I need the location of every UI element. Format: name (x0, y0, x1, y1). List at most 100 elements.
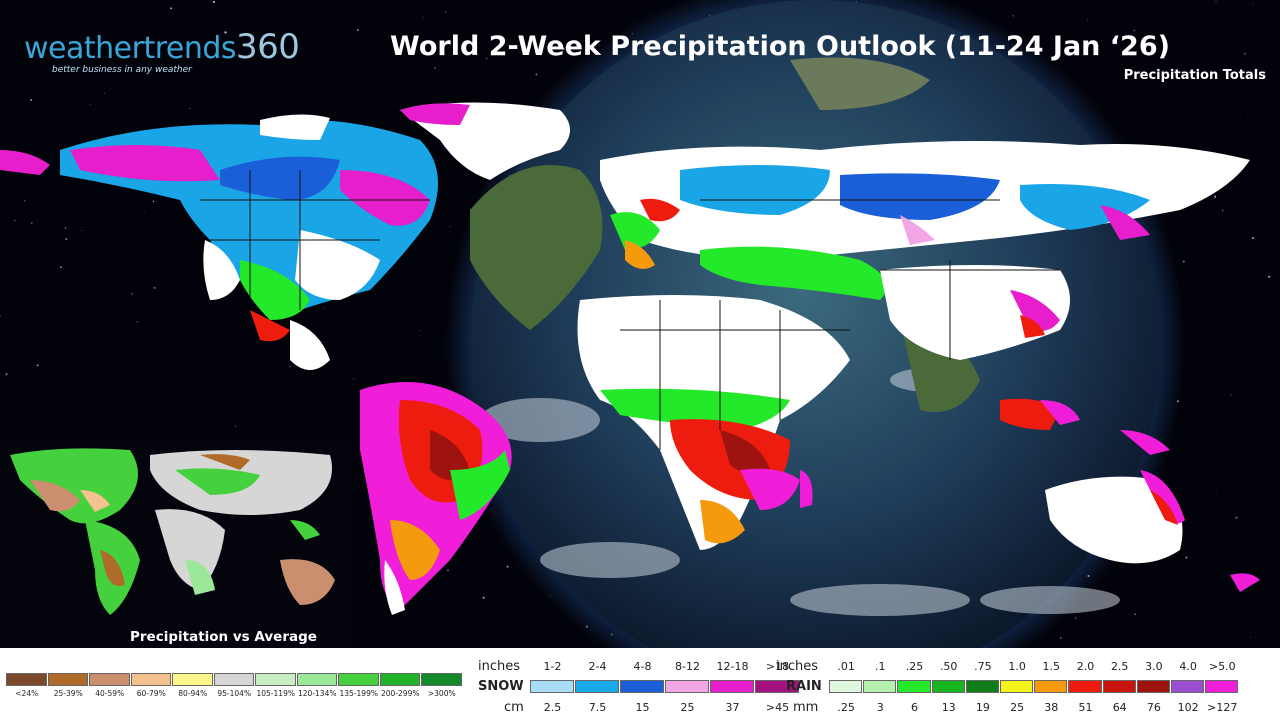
star (224, 31, 227, 34)
star (324, 306, 325, 308)
star (234, 425, 236, 427)
rain-mm-value: 25 (1010, 701, 1025, 714)
snow-cm-value: 37 (725, 701, 740, 714)
anomaly-swatch (6, 673, 47, 686)
star (189, 107, 191, 110)
star (143, 212, 145, 213)
star (1185, 556, 1188, 559)
star (65, 238, 67, 240)
map-title: World 2-Week Precipitation Outlook (11-2… (390, 31, 1170, 62)
anomaly-label: >300% (427, 689, 456, 698)
star (1250, 636, 1252, 638)
star (1134, 613, 1136, 615)
star (131, 292, 134, 295)
rain-swatch (931, 680, 965, 693)
star (255, 341, 257, 343)
star (449, 226, 451, 228)
anomaly-swatch (47, 673, 88, 686)
star (549, 43, 551, 44)
anomaly-swatch (130, 673, 171, 686)
star (447, 569, 449, 572)
legend-panel: <24% 25-39% 40-59% 60-79% 80-94% 95-104% 105-1… (0, 648, 1280, 720)
rain-mm-value: >127 (1207, 701, 1238, 714)
star (1247, 114, 1248, 116)
star (445, 11, 447, 13)
anomaly-label: 25-39% (53, 689, 83, 698)
rain-swatch (1171, 680, 1205, 693)
snow-swatch (755, 680, 799, 693)
rain-swatch (1068, 680, 1102, 693)
africa-precip (577, 295, 850, 550)
rain-inches-value: .75 (974, 660, 992, 673)
snow-cm-label: cm (504, 700, 524, 715)
anomaly-swatch (296, 673, 337, 686)
anomaly-swatch (421, 673, 462, 686)
rain-inches-value: >5.0 (1208, 660, 1236, 673)
star (1230, 394, 1232, 396)
star (562, 47, 565, 51)
rain-inches-value: .1 (875, 660, 886, 673)
star (1087, 19, 1088, 21)
star (422, 17, 424, 19)
snow-cm-value: 2.5 (543, 701, 562, 714)
star (1243, 52, 1246, 55)
rain-mm-value: .25 (837, 701, 855, 714)
snow-swatch (620, 680, 664, 693)
star (153, 286, 156, 290)
star (434, 66, 437, 69)
rain-mm-value: 76 (1146, 701, 1161, 714)
star (482, 596, 485, 599)
snow-inches-value: 2-4 (588, 660, 607, 673)
star (30, 99, 33, 102)
star (1215, 0, 1217, 2)
snow-inches-label: inches (478, 659, 521, 674)
star (1214, 195, 1217, 198)
anomaly-label: 95-104% (217, 689, 252, 698)
star (23, 199, 26, 202)
star (89, 104, 91, 105)
star (376, 646, 378, 648)
star (317, 312, 318, 314)
star (419, 330, 420, 332)
anomaly-swatch (213, 673, 254, 686)
star (81, 229, 83, 232)
star (136, 321, 138, 323)
map-stage: weathertrends360 better business in any … (0, 0, 1271, 648)
star (170, 7, 173, 10)
anomaly-swatch (379, 673, 420, 686)
star (1182, 260, 1185, 263)
rain-mm-value: 64 (1112, 701, 1127, 714)
anomaly-label: 80-94% (178, 689, 208, 698)
star (1227, 333, 1229, 334)
brand-logo: weathertrends360 better business in any … (24, 30, 300, 75)
rain-swatch (1205, 680, 1239, 693)
anomaly-swatch (338, 673, 379, 686)
star (215, 23, 217, 25)
star (506, 565, 509, 568)
anomaly-swatch (172, 673, 213, 686)
star (374, 79, 376, 81)
star (1215, 489, 1217, 491)
anomaly-swatch (89, 673, 130, 686)
star (1268, 275, 1271, 278)
anomaly-label: 135-199% (339, 689, 378, 698)
star (36, 364, 39, 367)
rain-inches-value: 1.0 (1008, 660, 1026, 673)
rain-inches-value: .50 (939, 660, 958, 673)
rain-inches-label: inches (776, 659, 819, 674)
star (13, 219, 16, 222)
rain-swatch (863, 680, 897, 693)
rain-mm-value: 13 (941, 701, 956, 714)
snow-inches-value: 12-18 (716, 660, 749, 673)
rain-mm-value: 19 (975, 701, 990, 714)
star (104, 92, 106, 94)
rain-mm-value: 3 (876, 701, 884, 714)
rain-mm-value: 38 (1044, 701, 1059, 714)
greenland-edge (400, 103, 470, 125)
star (1012, 15, 1015, 17)
snow-cm-value: >45 (765, 701, 790, 714)
anomaly-label: 40-59% (95, 689, 125, 698)
star (1059, 636, 1062, 639)
star (152, 200, 155, 202)
snow-inches-value: 4-8 (633, 660, 652, 673)
